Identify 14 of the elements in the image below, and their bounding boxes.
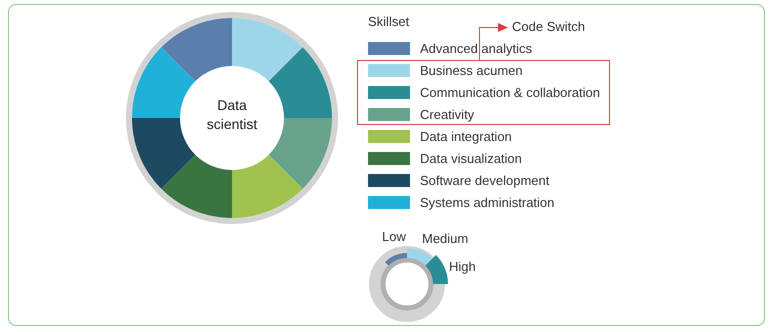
text: Low xyxy=(382,229,406,244)
legend-label: Creativity xyxy=(420,107,474,122)
legend-label: Communication & collaboration xyxy=(420,85,600,100)
legend-label: Business acumen xyxy=(420,63,523,78)
legend-label: Software development xyxy=(420,173,550,188)
legend-label: Systems administration xyxy=(420,195,554,210)
text: Data scientist xyxy=(206,96,258,134)
text: High xyxy=(449,259,476,274)
legend-title: Skillset xyxy=(368,14,410,29)
legend-label: Data integration xyxy=(420,129,512,144)
legend-label: Data visualization xyxy=(420,151,522,166)
legend-label: Advanced analytics xyxy=(420,41,532,56)
text: Medium xyxy=(422,231,468,246)
text: Code Switch xyxy=(512,19,585,34)
